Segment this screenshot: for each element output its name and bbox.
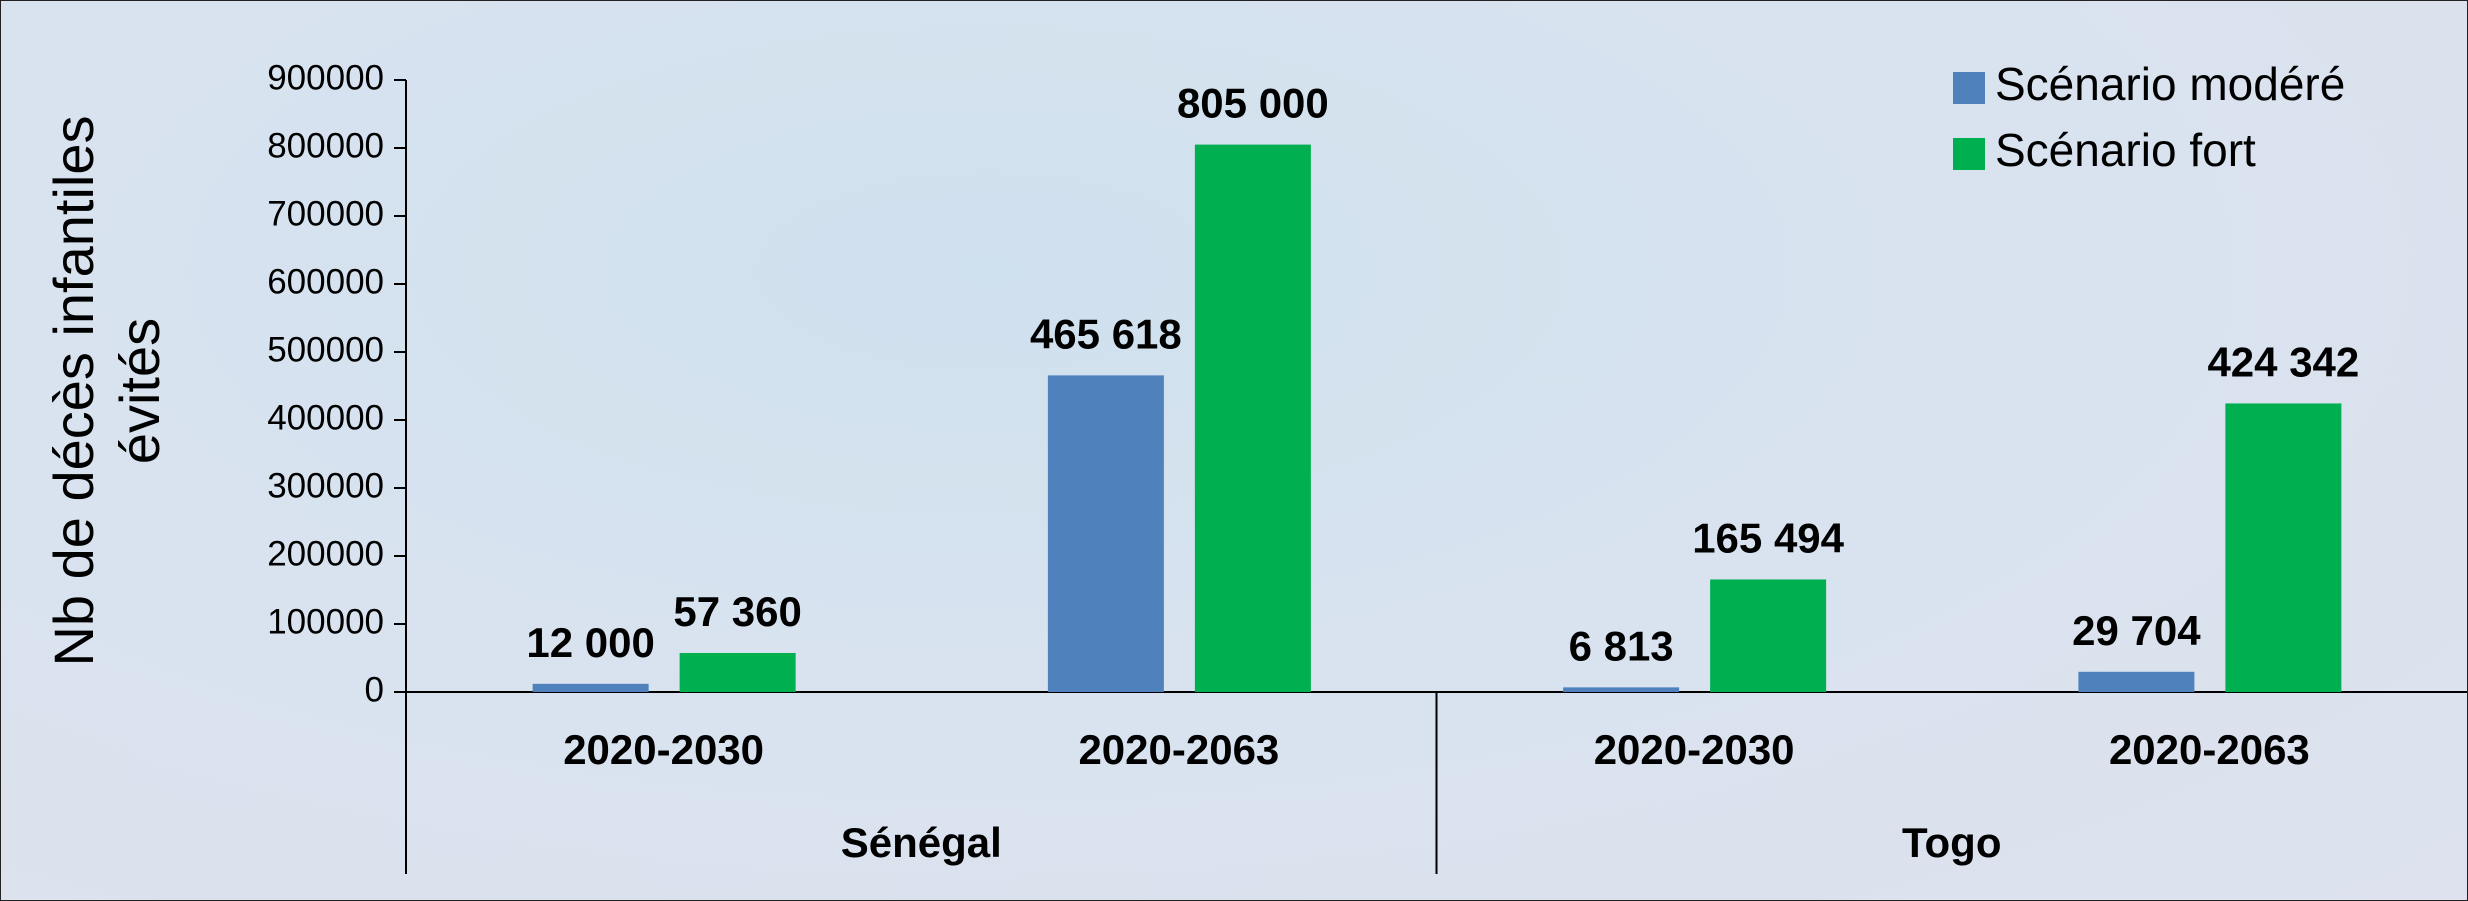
bar (1710, 579, 1827, 692)
data-label: 29 704 (2072, 607, 2201, 654)
data-label: 424 342 (2207, 339, 2359, 386)
y-tick-label: 200000 (267, 534, 384, 573)
x-tick-label: 2020-2063 (1078, 726, 1279, 773)
y-tick-label: 400000 (267, 398, 384, 437)
x-tick-label: 2020-2030 (1594, 726, 1795, 773)
legend-label: Scénario fort (1995, 124, 2256, 176)
bar (2225, 403, 2342, 692)
legend-swatch (1953, 138, 1985, 170)
x-tick-label: 2020-2063 (2109, 726, 2310, 773)
bar (532, 683, 649, 692)
group-label: Togo (1902, 819, 2002, 866)
y-tick-label: 300000 (267, 466, 384, 505)
data-label: 465 618 (1030, 310, 1182, 357)
data-label: 6 813 (1569, 622, 1674, 669)
data-label: 12 000 (526, 619, 654, 666)
bar (1563, 687, 1680, 692)
bar (1047, 375, 1164, 692)
data-label: 165 494 (1692, 515, 1844, 562)
legend-label: Scénario modéré (1995, 58, 2345, 110)
y-tick-label: 0 (365, 670, 384, 709)
y-tick-label: 900000 (267, 58, 384, 97)
legend-swatch (1953, 72, 1985, 104)
x-tick-label: 2020-2030 (563, 726, 764, 773)
y-tick-label: 100000 (267, 602, 384, 641)
bar (679, 652, 796, 692)
bar (1194, 144, 1311, 693)
y-tick-label: 800000 (267, 126, 384, 165)
y-tick-label: 600000 (267, 262, 384, 301)
data-label: 57 360 (673, 588, 801, 635)
group-label: Sénégal (841, 819, 1002, 866)
y-tick-label: 500000 (267, 330, 384, 369)
bar (2078, 671, 2195, 692)
data-label: 805 000 (1177, 80, 1329, 127)
y-tick-label: 700000 (267, 194, 384, 233)
